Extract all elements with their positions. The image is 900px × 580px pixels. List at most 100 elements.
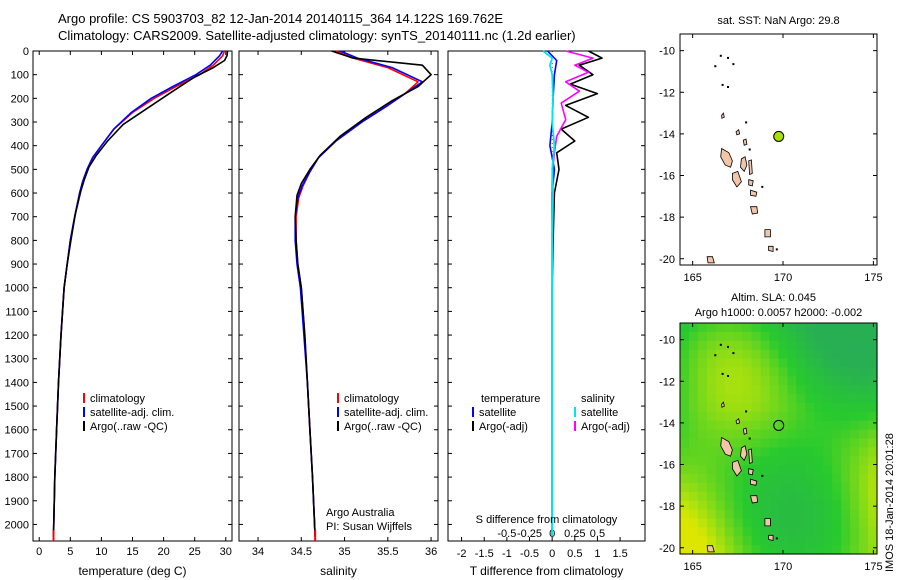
sla-map-sla-cell <box>706 367 717 377</box>
sla-map-sla-cell <box>769 465 780 475</box>
sla-map-sla-cell <box>805 545 815 555</box>
sla-map-sla-cell <box>850 482 860 493</box>
sla-map-sla-cell <box>680 376 690 386</box>
sla-map-sla-cell <box>868 323 878 333</box>
sla-map-sla-cell <box>823 545 833 555</box>
sla-map-sla-cell <box>823 456 833 466</box>
difference-t-tick-label: 1.5 <box>612 548 627 560</box>
sla-map-sla-cell <box>760 456 771 466</box>
sla-map-sla-cell <box>778 358 789 368</box>
sla-map-sla-cell <box>805 340 815 351</box>
sla-map-sla-cell <box>742 403 753 413</box>
difference-legend-t-satellite-label: satellite <box>479 407 516 419</box>
sla-map-sla-cell <box>841 509 851 520</box>
sla-map-sla-cell <box>697 474 708 484</box>
sla-map-sla-cell <box>697 323 708 333</box>
sla-map-sla-cell <box>868 465 878 475</box>
sla-map-sla-cell <box>751 465 762 475</box>
sla-map-sla-cell <box>859 545 869 555</box>
sla-map-sla-cell <box>868 518 878 528</box>
sla-map-sla-cell <box>796 323 806 333</box>
sla-map-sla-cell <box>850 358 860 368</box>
sla-map-sla-cell <box>796 394 806 404</box>
depth-ytick-label: 400 <box>11 141 29 153</box>
depth-ytick-label: 1700 <box>5 448 29 460</box>
sla-map-sla-cell <box>724 536 735 546</box>
sla-map-sla-cell <box>760 438 771 448</box>
sla-map-sla-cell <box>805 518 815 528</box>
sla-map-sla-cell <box>769 447 780 457</box>
sla-map-sla-cell <box>814 465 824 475</box>
sla-map-sla-cell <box>868 367 878 377</box>
sla-map-sla-cell <box>868 376 878 386</box>
sla-map-sla-cell <box>841 518 851 528</box>
sla-map-sla-cell <box>689 385 699 395</box>
sla-map-sla-cell <box>697 385 708 395</box>
temperature-axis-label: temperature (deg C) <box>78 564 186 578</box>
sla-map-sla-cell <box>697 536 708 546</box>
sla-map-sla-cell <box>868 474 878 484</box>
sla-map-sla-cell <box>868 456 878 466</box>
sla-map-sla-cell <box>751 518 762 528</box>
sla-map-sla-cell <box>680 500 690 511</box>
sla-map-sla-cell <box>689 323 699 333</box>
sst-map-islet <box>727 56 729 59</box>
sla-map-sla-cell <box>742 340 753 351</box>
difference-s-tick-label: -0.5 <box>497 528 516 540</box>
sst-map-island <box>749 206 759 215</box>
sla-map-sla-cell <box>859 447 869 457</box>
sla-map-sla-cell <box>697 545 708 555</box>
sla-map-sla-cell <box>805 482 815 493</box>
sla-map-sla-cell <box>805 474 815 484</box>
sla-map-xtick-label: 175 <box>864 561 882 573</box>
sla-map-sla-cell <box>715 420 726 431</box>
difference-s-tick-label: 0.25 <box>564 528 585 540</box>
sla-map-sla-cell <box>742 358 753 368</box>
sla-map-sla-cell <box>742 491 753 502</box>
sla-map-sla-cell <box>832 474 842 484</box>
temperature-series-sat <box>52 50 224 537</box>
sla-map-sla-cell <box>841 349 851 360</box>
sla-map-sla-cell <box>841 536 851 546</box>
sla-map-sla-cell <box>796 500 806 511</box>
sla-map-sla-cell <box>823 340 833 351</box>
sla-map-sla-cell <box>742 420 753 431</box>
sla-map-sla-cell <box>850 545 860 555</box>
sla-map-sla-cell <box>778 438 789 448</box>
sla-map-sla-cell <box>751 536 762 546</box>
sla-map-sla-cell <box>841 385 851 395</box>
sla-map-sla-cell <box>796 367 806 377</box>
sla-map-sla-cell <box>706 349 717 360</box>
sla-map-sla-cell <box>787 500 798 511</box>
depth-ytick-label: 600 <box>11 188 29 200</box>
sla-map-sla-cell <box>868 500 878 511</box>
sla-map-islet <box>719 343 722 346</box>
sla-map-islet <box>761 474 764 477</box>
sla-map-sla-cell <box>769 331 780 342</box>
sla-map-sla-cell <box>832 500 842 511</box>
sla-map-sla-cell <box>841 323 851 333</box>
sla-map-sla-cell <box>733 367 744 377</box>
sla-map-sla-cell <box>680 465 690 475</box>
sla-map-sla-cell <box>832 438 842 448</box>
sla-map-sla-cell <box>859 482 869 493</box>
sla-map-sla-cell <box>841 474 851 484</box>
sst-map-ytick-label: -14 <box>659 129 675 141</box>
sla-map-sla-cell <box>859 438 869 448</box>
sla-map-sla-cell <box>742 323 753 333</box>
sla-map-sla-cell <box>697 376 708 386</box>
difference-legend-s-argo-label: Argo(-adj) <box>581 421 630 433</box>
sla-map-sla-cell <box>814 491 824 502</box>
sla-map-sla-cell <box>850 403 860 413</box>
sla-map-sla-cell <box>697 456 708 466</box>
sla-map-sla-cell <box>814 376 824 386</box>
sla-map-sla-cell <box>733 509 744 520</box>
sla-map-sla-cell <box>805 527 815 537</box>
sla-map-sla-cell <box>733 323 744 333</box>
sla-map-sla-cell <box>724 331 735 342</box>
sla-map-sla-cell <box>769 323 780 333</box>
sla-map-sla-cell <box>680 474 690 484</box>
sst-map-argo-location-marker <box>773 130 785 142</box>
sla-map-sla-cell <box>724 367 735 377</box>
depth-ytick-label: 1000 <box>5 283 29 295</box>
